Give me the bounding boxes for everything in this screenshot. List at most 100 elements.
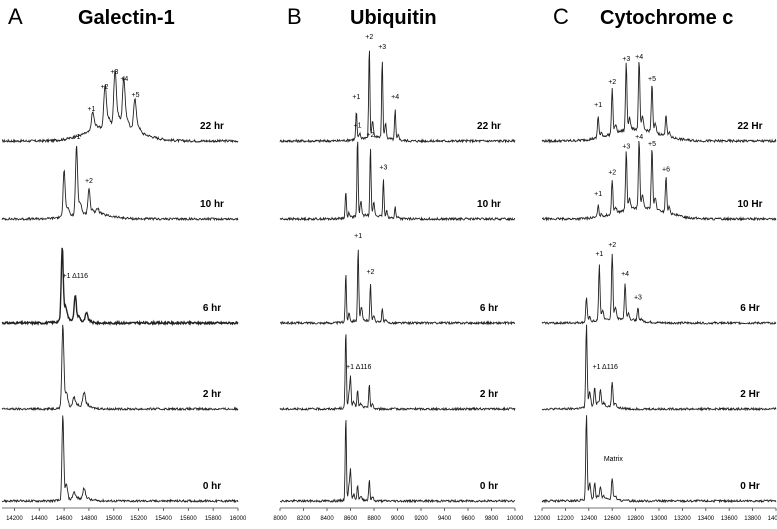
- spectrum-trace: [1, 145, 239, 222]
- x-tick-label: 15000: [105, 516, 122, 522]
- x-tick-label: 13400: [697, 516, 714, 522]
- peak-label: +2: [365, 34, 373, 41]
- spectrum-trace: [2, 69, 239, 144]
- peak-label: +6: [662, 166, 670, 173]
- panel-letter: C: [553, 4, 569, 29]
- spectrum-trace: [279, 50, 516, 144]
- spectrum-trace: [541, 324, 777, 412]
- x-tick-label: 12400: [580, 516, 597, 522]
- panel-letter: B: [287, 4, 302, 29]
- peak-label: +1 Δ116: [592, 364, 617, 371]
- panel-b: B Ubiquitin 22 hr +1 +2 +3 +4 10 hr +1 +2 +3 6 hr +1…: [273, 4, 524, 522]
- time-label: 10 Hr: [737, 199, 762, 210]
- x-tick-label: 9800: [485, 516, 499, 522]
- time-label: 22 Hr: [737, 121, 762, 132]
- time-label: 6 hr: [203, 303, 221, 314]
- peak-label: +1: [352, 94, 360, 101]
- peak-label: +2: [85, 178, 93, 185]
- spectrum-trace: [1, 247, 239, 327]
- peak-label: +2: [608, 242, 616, 249]
- spectrum-trace: [1, 415, 239, 504]
- spectrum-trace: [541, 140, 777, 222]
- peak-label: +4: [635, 54, 643, 61]
- x-tick-label: 9000: [391, 516, 405, 522]
- time-label: 22 hr: [477, 121, 501, 132]
- x-tick-label: 15800: [205, 516, 222, 522]
- x-tick-label: 13000: [651, 516, 668, 522]
- x-tick-label: 15200: [130, 516, 147, 522]
- time-label: 2 hr: [480, 389, 498, 400]
- spectrum-trace: [541, 415, 777, 504]
- x-tick-label: 14200: [6, 516, 23, 522]
- spectrum-trace: [541, 253, 777, 326]
- x-tick-label: 13200: [674, 516, 691, 522]
- x-tick-label: 9600: [461, 516, 475, 522]
- time-label: 0 hr: [203, 481, 221, 492]
- x-tick-label: 12800: [627, 516, 644, 522]
- peak-label: +3: [110, 69, 118, 76]
- x-tick-label: 15400: [155, 516, 172, 522]
- panel-letter: A: [8, 4, 23, 29]
- peak-label: +2: [366, 269, 374, 276]
- spectrum-trace: [279, 249, 516, 326]
- time-label: 2 Hr: [740, 389, 760, 400]
- x-tick-label: 13600: [721, 516, 738, 522]
- time-label: 10 hr: [477, 199, 501, 210]
- peak-label: +2: [608, 79, 616, 86]
- x-tick-label: 12200: [557, 516, 574, 522]
- x-tick-label: 15600: [180, 516, 197, 522]
- x-tick-label: 9200: [414, 516, 428, 522]
- peak-label: +2: [100, 84, 108, 91]
- x-tick-label: 12600: [604, 516, 621, 522]
- peak-label: +3: [378, 44, 386, 51]
- peak-label: +4: [621, 271, 629, 278]
- x-tick-label: 8000: [273, 516, 287, 522]
- panel-title: Ubiquitin: [350, 7, 437, 29]
- peak-label: +3: [379, 165, 387, 172]
- peak-label: +1: [594, 191, 602, 198]
- time-label: 6 Hr: [740, 303, 760, 314]
- x-tick-label: 8600: [344, 516, 358, 522]
- spectrum-trace: [279, 141, 516, 222]
- peak-label: +5: [648, 141, 656, 148]
- time-label: 22 hr: [200, 121, 224, 132]
- time-label: 6 hr: [480, 303, 498, 314]
- peak-label: Matrix: [604, 456, 624, 463]
- x-tick-label: 13800: [744, 516, 761, 522]
- peak-label: +4: [391, 94, 399, 101]
- x-tick-label: 16000: [230, 516, 247, 522]
- peak-label: +1: [595, 251, 603, 258]
- time-label: 0 Hr: [740, 481, 760, 492]
- spectrum-trace: [280, 420, 516, 504]
- peak-label: +2: [608, 169, 616, 176]
- peak-label: +1: [594, 102, 602, 109]
- x-tick-label: 10000: [507, 516, 524, 522]
- peak-label: +2: [366, 132, 374, 139]
- time-label: 10 hr: [200, 199, 224, 210]
- spectrum-trace: [1, 324, 239, 412]
- peak-label: +1 Δ116: [63, 273, 88, 280]
- panel-title: Cytochrome c: [600, 7, 733, 29]
- spectrum-trace: [541, 61, 777, 144]
- peak-label: +3: [622, 56, 630, 63]
- x-tick-label: 8800: [367, 516, 381, 522]
- peak-label: +1: [354, 123, 362, 130]
- peak-label: +1: [73, 134, 81, 141]
- x-tick-label: 14400: [31, 516, 48, 522]
- peak-label: +3: [622, 144, 630, 151]
- peak-label: +5: [132, 92, 140, 99]
- x-tick-label: 9400: [438, 516, 452, 522]
- peak-label: +3: [634, 294, 642, 301]
- peak-label: +1: [87, 106, 95, 113]
- peak-label: +4: [120, 76, 128, 83]
- x-tick-label: 14600: [56, 516, 73, 522]
- x-tick-label: 12000: [534, 516, 551, 522]
- peak-label: +5: [648, 76, 656, 83]
- x-tick-label: 8400: [320, 516, 334, 522]
- panel-a: A Galectin-1 22 hr +1 +2 +3+4 +5 10 hr +1 +2 6 hr +…: [1, 4, 247, 522]
- peak-label: +1 Δ116: [346, 364, 371, 371]
- x-tick-label: 8200: [297, 516, 311, 522]
- time-label: 2 hr: [203, 389, 221, 400]
- panel-c: C Cytochrome c 22 Hr +1 +2 +3 +4 +5 10 Hr +1 +2 +3 +…: [534, 4, 777, 522]
